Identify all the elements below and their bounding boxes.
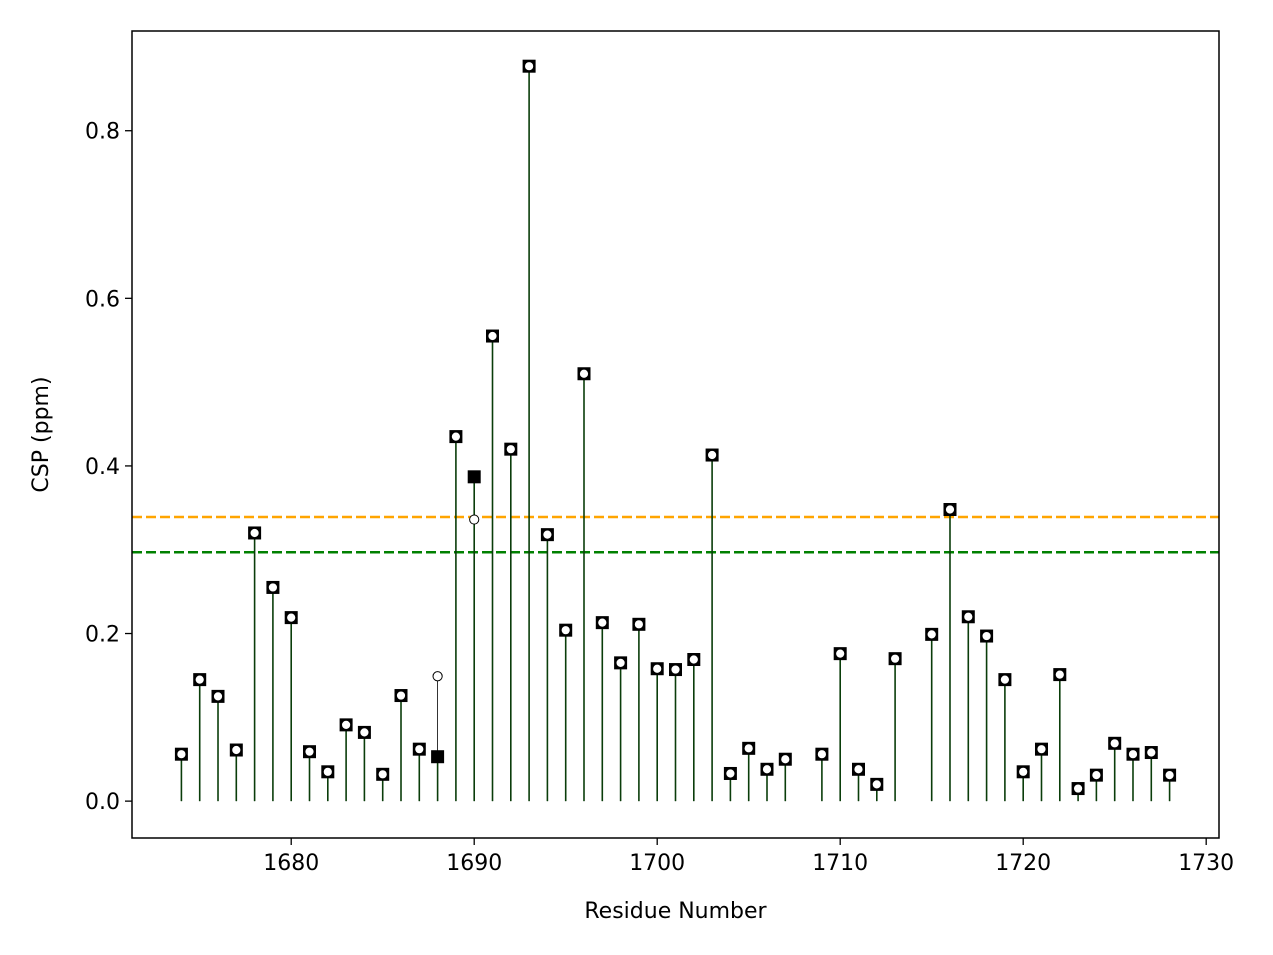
marker-circle	[1091, 770, 1102, 781]
marker-circle	[889, 653, 901, 664]
x-tick-label: 1710	[812, 851, 868, 876]
marker-circle	[286, 612, 297, 623]
marker-circle	[505, 444, 516, 455]
marker-circle	[395, 690, 407, 701]
marker-circle	[853, 764, 864, 775]
marker-circle	[615, 657, 626, 668]
marker-circle	[1164, 770, 1175, 781]
marker-circle	[304, 746, 315, 757]
marker-circle	[835, 648, 846, 659]
marker-circle	[670, 664, 681, 675]
marker-circle	[944, 504, 956, 515]
y-axis-ticks: 0.0 0.2 0.4 0.6 0.8	[85, 120, 132, 815]
marker-circle	[1146, 747, 1157, 758]
marker-circle	[1036, 744, 1047, 755]
marker-circle	[1018, 766, 1029, 777]
x-tick-label: 1690	[446, 851, 502, 876]
y-tick-label: 0.4	[85, 455, 120, 480]
marker-circle	[267, 582, 279, 593]
marker-circle	[1127, 749, 1139, 760]
marker-circle	[414, 744, 425, 755]
marker-square	[431, 750, 445, 764]
marker-circle	[377, 769, 388, 780]
marker-circle	[1054, 669, 1065, 680]
marker-circle	[743, 743, 754, 754]
marker-circle	[999, 674, 1010, 685]
marker-circle	[542, 529, 553, 540]
marker-circle	[560, 625, 571, 636]
y-tick-label: 0.2	[85, 623, 120, 648]
marker-circle	[652, 663, 663, 674]
y-tick-label: 0.0	[85, 790, 120, 815]
marker-circle	[688, 654, 699, 665]
marker-circle	[706, 449, 718, 461]
marker-circle	[212, 691, 224, 702]
reference-lines	[132, 515, 1219, 554]
x-tick-label: 1680	[263, 851, 319, 876]
y-tick-label: 0.8	[85, 120, 120, 145]
marker-square	[467, 470, 481, 484]
x-axis-ticks: 1680 1690 1700 1710 1720 1730	[263, 838, 1234, 876]
marker-circle	[578, 368, 590, 379]
marker-circle	[487, 330, 498, 342]
x-axis-title: Residue Number	[584, 899, 767, 924]
marker-circle	[1072, 783, 1084, 794]
marker-circle	[725, 768, 736, 779]
marker-circle	[194, 674, 205, 685]
markers-layer	[174, 59, 1177, 796]
y-tick-label: 0.6	[85, 287, 120, 312]
marker-circle	[450, 431, 462, 442]
marker-circle	[780, 754, 791, 765]
marker-circle	[871, 779, 882, 790]
stems-layer	[180, 66, 1171, 802]
marker-circle	[524, 61, 535, 72]
marker-circle	[981, 630, 992, 642]
marker-circle	[231, 744, 242, 756]
marker-circle	[597, 617, 608, 628]
marker-circle	[816, 749, 827, 760]
marker-circle	[359, 727, 370, 738]
marker-circle	[761, 764, 773, 775]
x-tick-label: 1730	[1178, 851, 1234, 876]
marker-circle	[341, 719, 352, 730]
x-tick-label: 1720	[995, 851, 1051, 876]
marker-circle	[322, 766, 333, 777]
marker-circle	[176, 749, 187, 760]
marker-circle	[1109, 738, 1120, 749]
marker-circle	[926, 629, 937, 640]
marker-circle	[469, 514, 480, 525]
marker-circle	[633, 619, 645, 630]
marker-circle	[963, 611, 974, 622]
y-axis-title: CSP (ppm)	[29, 376, 54, 492]
x-tick-label: 1700	[629, 851, 685, 876]
marker-circle	[249, 527, 260, 539]
marker-circle	[432, 671, 443, 682]
plot-frame	[131, 30, 1220, 839]
